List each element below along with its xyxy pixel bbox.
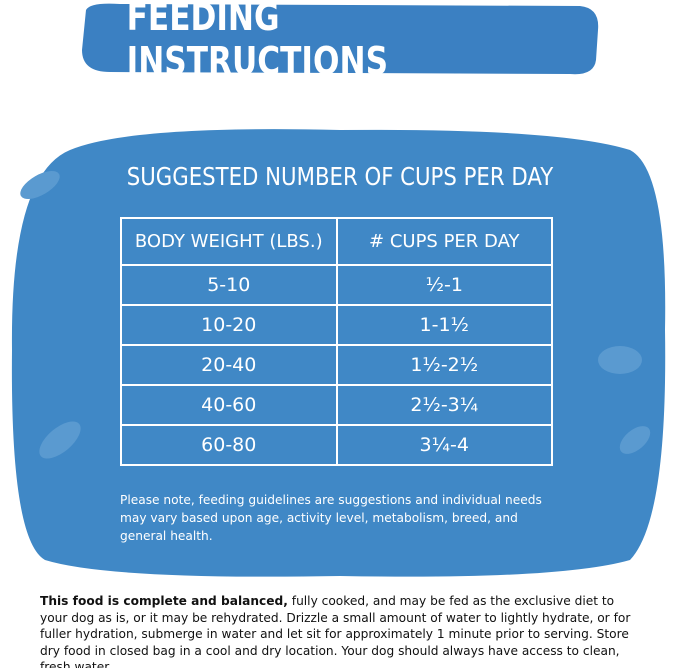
- spot: [39, 421, 81, 459]
- table-cell: 5-10: [120, 264, 338, 306]
- table-cell: 20-40: [120, 344, 338, 386]
- footer-lead: This food is complete and balanced,: [40, 594, 288, 608]
- title-banner: [82, 3, 599, 75]
- spot: [598, 346, 642, 374]
- table-row: 60-80 3¼-4: [120, 424, 553, 466]
- note: Please note, feeding guidelines are sugg…: [120, 493, 542, 543]
- table-cell: 1-1½: [335, 304, 553, 346]
- table-cell: 40-60: [120, 384, 338, 426]
- table-row: 40-60 2½-3¼: [120, 384, 553, 426]
- table-row: 5-10 ½-1: [120, 264, 553, 306]
- column-header: # CUPS PER DAY: [335, 217, 553, 266]
- header-row: BODY WEIGHT (LBS.) # CUPS PER DAY: [120, 217, 553, 266]
- table-cell: 2½-3¼: [335, 384, 553, 426]
- footer-text: fully cooked, and may be fed as the excl…: [40, 594, 631, 668]
- table-row: 20-40 1½-2½: [120, 344, 553, 386]
- table-cell: 1½-2½: [335, 344, 553, 386]
- spot: [619, 426, 651, 454]
- footer: This food is complete and balanced, full…: [40, 593, 640, 668]
- table-cell: 3¼-4: [335, 424, 553, 466]
- column-header: BODY WEIGHT (LBS.): [120, 217, 338, 266]
- spot: [20, 171, 60, 199]
- table-row: 10-20 1-1½: [120, 304, 553, 346]
- title: FEEDING INSTRUCTIONS: [126, 0, 389, 83]
- table-cell: ½-1: [335, 264, 553, 306]
- table-cell: 10-20: [120, 304, 338, 346]
- feeding-table: BODY WEIGHT (LBS.) # CUPS PER DAY 5-10 ½-1…: [120, 217, 553, 466]
- table-cell: 60-80: [120, 424, 338, 466]
- subtitle: SUGGESTED NUMBER OF CUPS PER DAY: [126, 162, 554, 191]
- table-body: 5-10 ½-1 10-20 1-1½ 20-40 1½-2½ 40-60 2½-3¼ 60-8…: [120, 264, 553, 466]
